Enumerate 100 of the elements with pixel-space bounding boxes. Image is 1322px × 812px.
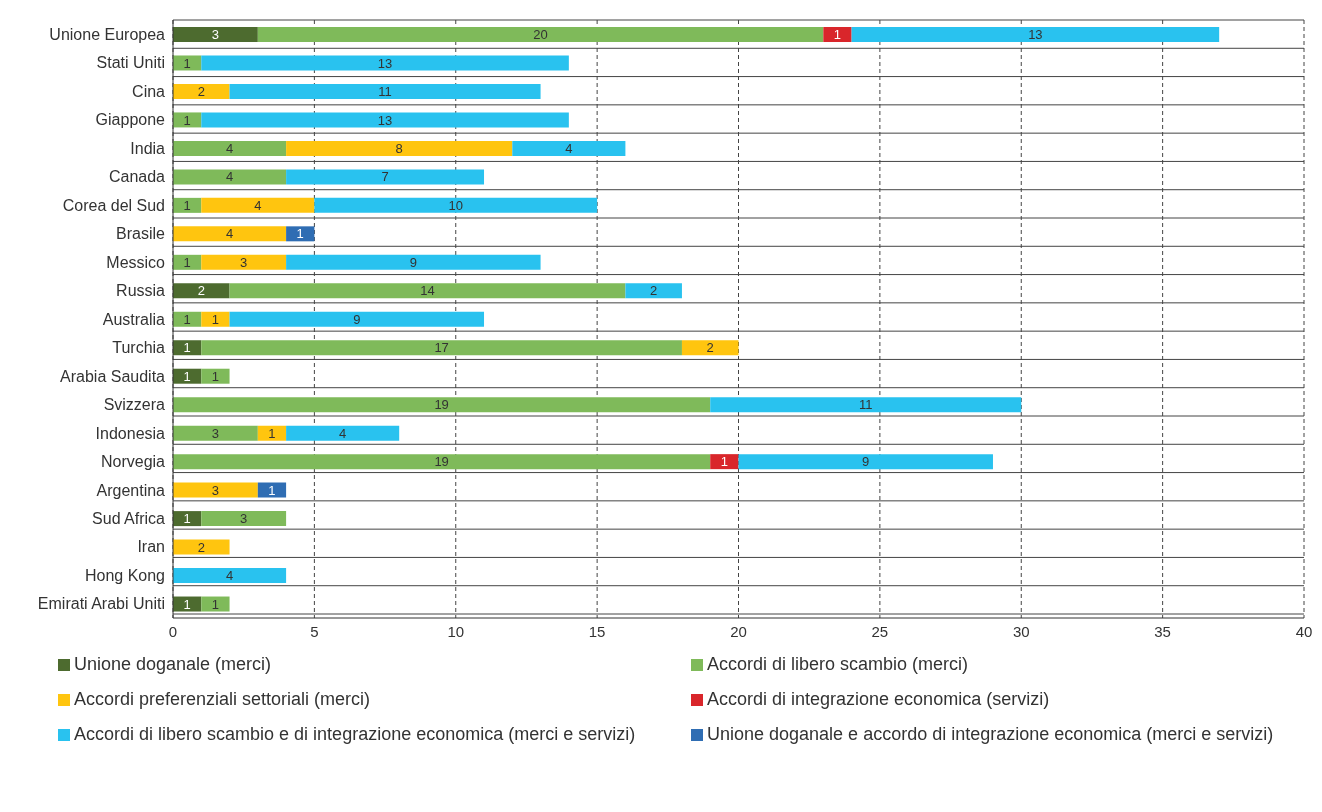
bar <box>201 55 569 71</box>
y-tick-label: Russia <box>116 282 166 300</box>
y-tick-label: Arabia Saudita <box>60 367 166 385</box>
bar <box>173 454 711 470</box>
data-label: 10 <box>448 197 463 213</box>
y-tick-label: Norvegia <box>100 453 166 471</box>
bar <box>625 283 682 299</box>
data-label: 14 <box>420 283 435 299</box>
y-tick-label: Cina <box>132 82 166 100</box>
data-label: 1 <box>833 27 842 43</box>
bar <box>286 169 485 185</box>
bar <box>173 140 287 156</box>
x-tick-label: 40 <box>1295 622 1313 640</box>
bar <box>173 482 258 498</box>
bar <box>201 596 230 612</box>
data-label: 9 <box>862 454 870 470</box>
y-tick-label: Brasile <box>116 225 166 243</box>
data-label: 7 <box>381 169 389 185</box>
data-label: 3 <box>211 27 220 43</box>
bar <box>201 197 315 213</box>
bar <box>681 340 739 356</box>
bar <box>286 226 315 242</box>
x-tick-label: 35 <box>1154 622 1171 640</box>
y-tick-label: Turchia <box>112 339 166 357</box>
data-label: 1 <box>183 55 191 71</box>
bar <box>201 311 230 327</box>
legend-label: Accordi preferenziali settoriali (merci) <box>74 689 371 710</box>
bar <box>201 254 287 270</box>
bar <box>173 27 258 42</box>
bar <box>173 539 230 555</box>
bar <box>286 425 400 441</box>
x-tick-label: 10 <box>447 622 465 640</box>
bar <box>201 511 287 527</box>
data-label: 3 <box>211 425 220 441</box>
bar <box>201 112 569 128</box>
data-label: 1 <box>268 482 276 498</box>
data-label: 1 <box>720 454 728 470</box>
data-label: 4 <box>225 226 234 242</box>
bar <box>173 568 287 584</box>
data-label: 4 <box>225 141 234 157</box>
y-tick-label: Svizzera <box>103 396 166 414</box>
bar <box>823 27 852 42</box>
data-label: 1 <box>183 254 191 270</box>
data-label: 1 <box>296 226 304 242</box>
bar <box>173 283 230 299</box>
data-label: 2 <box>650 283 658 299</box>
bar <box>851 27 1220 42</box>
y-tick-label: Hong Kong <box>84 566 165 584</box>
y-tick-label: Giappone <box>95 111 166 129</box>
data-label: 4 <box>565 141 573 157</box>
y-tick-label: Emirati Arabi Uniti <box>37 595 165 613</box>
data-label: 2 <box>197 283 205 299</box>
data-label: 1 <box>211 596 220 612</box>
bar <box>229 83 541 99</box>
data-label: 20 <box>533 27 548 43</box>
bar <box>710 454 739 470</box>
data-label: 4 <box>225 169 234 185</box>
x-tick-label: 20 <box>730 622 747 640</box>
data-label: 2 <box>706 340 714 356</box>
bar <box>286 254 541 270</box>
y-tick-label: Canada <box>108 168 166 186</box>
bar <box>314 197 598 213</box>
bar <box>257 482 287 498</box>
data-label: 1 <box>183 311 191 327</box>
data-label: 9 <box>353 311 361 327</box>
data-label: 1 <box>268 425 276 441</box>
data-label: 4 <box>225 568 234 584</box>
legend-label: Accordi di libero scambio (merci) <box>707 654 969 675</box>
y-tick-label: Sud Africa <box>92 510 166 528</box>
x-tick-label: 25 <box>871 622 889 640</box>
data-label: 2 <box>197 84 205 100</box>
bar <box>286 140 513 156</box>
bar <box>229 283 626 299</box>
data-label: 13 <box>377 112 393 128</box>
data-label: 11 <box>378 84 392 100</box>
data-label: 9 <box>409 254 417 270</box>
legend-label: Accordi di integrazione economica (servizi) <box>707 689 1050 710</box>
data-label: 2 <box>197 539 205 555</box>
data-label: 19 <box>434 397 449 413</box>
bar <box>201 340 682 356</box>
y-tick-label: Unione Europea <box>49 25 166 43</box>
y-tick-label: Iran <box>137 538 165 556</box>
bar <box>257 425 287 441</box>
data-label: 13 <box>1028 27 1043 43</box>
data-label: 1 <box>211 311 220 327</box>
bar <box>201 368 230 384</box>
data-label: 3 <box>240 511 248 527</box>
data-label: 11 <box>858 397 873 413</box>
data-label: 8 <box>395 141 403 157</box>
bar <box>229 311 485 327</box>
bar <box>738 454 993 470</box>
data-label: 1 <box>211 368 220 384</box>
legend-label: Accordi di libero scambio e di integrazione economica (merci e servizi) <box>74 724 636 745</box>
y-tick-label: Corea del Sud <box>62 196 165 214</box>
bar <box>173 397 711 413</box>
legend-label: Unione doganale (merci) <box>74 654 272 675</box>
y-tick-label: Indonesia <box>95 424 166 442</box>
bar <box>257 27 824 42</box>
data-label: 1 <box>183 368 191 384</box>
bar <box>173 226 287 242</box>
